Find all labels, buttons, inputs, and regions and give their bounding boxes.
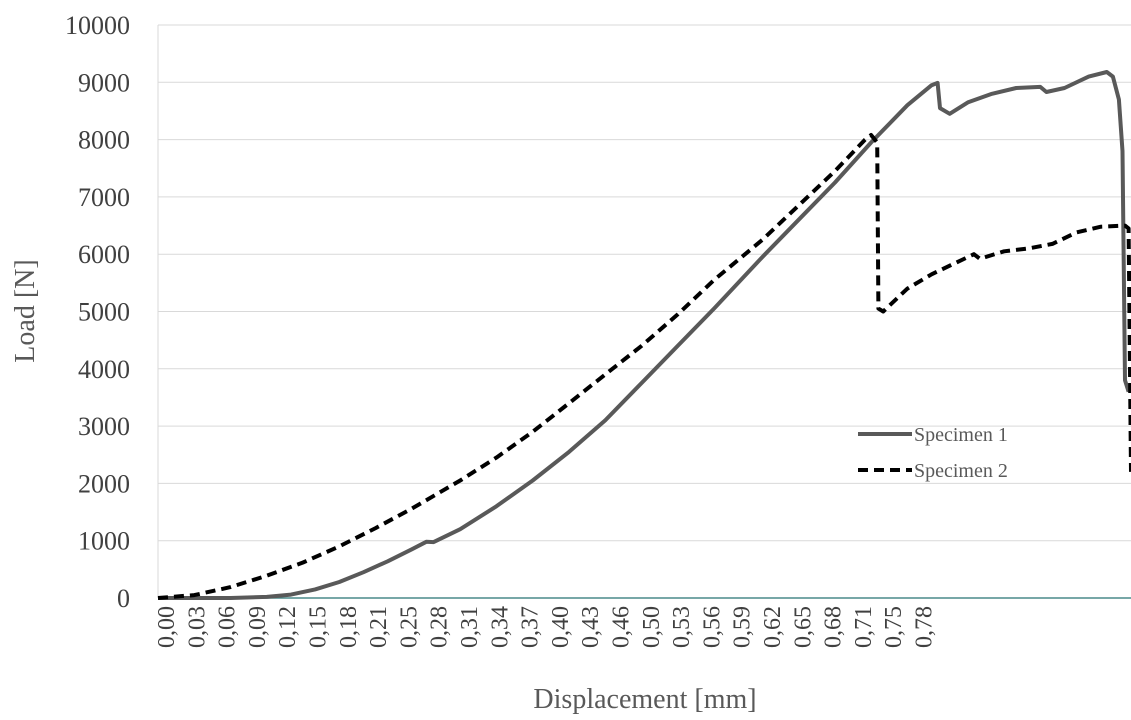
y-tick-label: 1000 (78, 527, 130, 556)
x-tick-label: 0,71 (851, 606, 877, 648)
x-tick-labels: 0,00 0,03 0,06 0,09 0,12 0,15 0,18 0,21 0,25 0,28… (154, 606, 938, 648)
y-tick-label: 6000 (78, 240, 130, 269)
series-line-specimen-2 (157, 133, 1131, 600)
y-tick-label: 10000 (65, 11, 130, 40)
legend-label-specimen-2: Specimen 2 (914, 460, 1008, 482)
x-tick-label: 0,03 (184, 606, 210, 648)
x-tick-label: 0,75 (881, 606, 907, 648)
x-tick-label: 0,15 (306, 606, 332, 648)
x-axis-title: Displacement [mm] (533, 684, 756, 715)
series-lines (157, 70, 1131, 600)
x-tick-label: 0,46 (609, 606, 635, 648)
legend-label-specimen-1: Specimen 1 (914, 424, 1008, 446)
y-tick-label: 8000 (78, 126, 130, 155)
axes (157, 25, 1131, 599)
x-tick-label: 0,31 (457, 606, 483, 648)
y-axis-title: Load [N] (10, 259, 41, 362)
x-tick-label: 0,59 (730, 606, 756, 648)
series-line-specimen-1 (158, 70, 1131, 600)
y-tick-label: 7000 (78, 183, 130, 212)
x-tick-label: 0,53 (669, 606, 695, 648)
x-tick-label: 0,28 (427, 606, 453, 648)
legend: Specimen 1 Specimen 2 (858, 424, 1008, 482)
x-tick-label: 0,40 (548, 606, 574, 648)
y-tick-label: 3000 (78, 412, 130, 441)
x-tick-label: 0,18 (336, 606, 362, 648)
y-tick-label: 0 (117, 584, 130, 613)
y-tick-labels: 0 1000 2000 3000 4000 5000 6000 7000 8000 9000 100… (65, 11, 130, 613)
x-tick-label: 0,43 (578, 606, 604, 648)
x-tick-label: 0,78 (912, 606, 938, 648)
x-tick-label: 0,62 (760, 606, 786, 648)
x-tick-label: 0,37 (518, 606, 544, 648)
x-tick-label: 0,21 (366, 606, 392, 648)
x-tick-label: 0,56 (699, 606, 725, 648)
x-tick-label: 0,06 (215, 606, 241, 648)
y-tick-label: 9000 (78, 68, 130, 97)
x-tick-label: 0,34 (487, 606, 513, 648)
gridlines (158, 24, 1131, 542)
x-tick-label: 0,25 (396, 606, 422, 648)
x-tick-label: 0,12 (275, 606, 301, 648)
y-tick-label: 2000 (78, 469, 130, 498)
x-tick-label: 0,09 (245, 606, 271, 648)
x-tick-label: 0,00 (154, 606, 180, 648)
y-tick-label: 5000 (78, 298, 130, 327)
x-tick-label: 0,68 (821, 606, 847, 648)
x-tick-label: 0,50 (639, 606, 665, 648)
x-tick-label: 0,65 (790, 606, 816, 648)
y-tick-label: 4000 (78, 355, 130, 384)
